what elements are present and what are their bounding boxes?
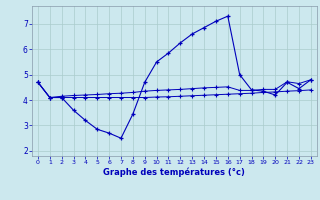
X-axis label: Graphe des températures (°c): Graphe des températures (°c) [103,168,245,177]
